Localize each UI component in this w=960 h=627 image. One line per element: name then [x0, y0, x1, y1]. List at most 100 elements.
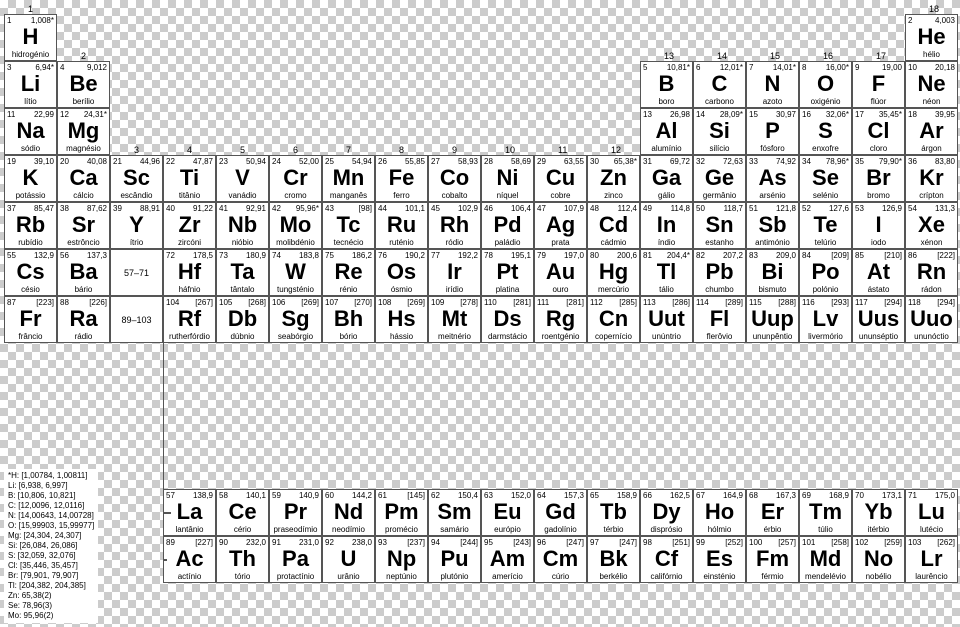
atomic-number: 86	[908, 251, 917, 260]
atomic-number: 51	[749, 204, 758, 213]
element-cell-I: 53126,9Iiodo	[852, 202, 905, 249]
element-name: cúrio	[535, 572, 586, 581]
footnote-line: Cl: [35,446, 35,457]	[8, 561, 94, 571]
element-symbol: Cu	[535, 167, 586, 189]
atomic-number: 35	[855, 157, 864, 166]
atomic-number: 27	[431, 157, 440, 166]
element-cell-Br: 3579,90*Brbromo	[852, 155, 905, 202]
element-cell-Ge: 3272,63Gegermânio	[693, 155, 746, 202]
atomic-number: 20	[60, 157, 69, 166]
element-name: disprósio	[641, 525, 692, 534]
element-cell-V: 2350,94Vvanádio	[216, 155, 269, 202]
element-name: ouro	[535, 285, 586, 294]
element-symbol: Au	[535, 261, 586, 283]
element-name: térbio	[588, 525, 639, 534]
element-cell-Zn: 3065,38*Znzinco	[587, 155, 640, 202]
element-name: néon	[906, 97, 957, 106]
element-name: magnésio	[58, 144, 109, 153]
element-cell-Rn: 86[222]Rnrádon	[905, 249, 958, 296]
element-name: neptúnio	[376, 572, 427, 581]
element-name: ástato	[853, 285, 904, 294]
atomic-number: 83	[749, 251, 758, 260]
element-cell-Hs: 108[269]Hshássio	[375, 296, 428, 343]
atomic-number: 4	[60, 63, 64, 72]
element-symbol: Ir	[429, 261, 480, 283]
element-cell-Na: 1122,99Nasódio	[4, 108, 57, 155]
atomic-mass: 126,9	[882, 204, 902, 213]
element-name: cobalto	[429, 191, 480, 200]
element-name: califórnio	[641, 572, 692, 581]
element-cell-Ra: 88[226]Rarádio	[57, 296, 110, 343]
element-symbol: Na	[5, 120, 56, 142]
group-label: 17	[876, 51, 886, 61]
element-symbol: Fr	[5, 308, 56, 330]
element-name: mendelévio	[800, 572, 851, 581]
element-name: hélio	[906, 50, 957, 59]
element-cell-Nb: 4192,91Nbnióbio	[216, 202, 269, 249]
element-cell-Ds: 110[281]Dsdarmstácio	[481, 296, 534, 343]
footnote-line: Br: [79,901, 79,907]	[8, 571, 94, 581]
atomic-number: 36	[908, 157, 917, 166]
footnote-line: Zn: 65,38(2)	[8, 591, 94, 601]
group-label: 9	[452, 145, 457, 155]
element-symbol: Rg	[535, 308, 586, 330]
element-name: nióbio	[217, 238, 268, 247]
element-symbol: He	[906, 26, 957, 48]
element-symbol: Tc	[323, 214, 374, 236]
element-symbol: Ho	[694, 501, 745, 523]
element-name: paládio	[482, 238, 533, 247]
element-cell-Sc: 2144,96Scescândio	[110, 155, 163, 202]
element-name: berílio	[58, 97, 109, 106]
element-symbol: Lv	[800, 308, 851, 330]
element-symbol: Pb	[694, 261, 745, 283]
element-cell-Sg: 106[269]Sgseabórgio	[269, 296, 322, 343]
element-symbol: Ta	[217, 261, 268, 283]
atomic-number: 68	[749, 491, 758, 500]
element-name: cobre	[535, 191, 586, 200]
element-symbol: Rh	[429, 214, 480, 236]
element-name: actínio	[164, 572, 215, 581]
atomic-number: 41	[219, 204, 228, 213]
element-name: mercúrio	[588, 285, 639, 294]
atomic-number: 5	[643, 63, 647, 72]
atomic-number: 50	[696, 204, 705, 213]
element-symbol: Ga	[641, 167, 692, 189]
atomic-number: 54	[908, 204, 917, 213]
element-symbol: Ba	[58, 261, 109, 283]
atomic-number: 40	[166, 204, 175, 213]
element-symbol: N	[747, 73, 798, 95]
element-symbol: Ac	[164, 548, 215, 570]
element-symbol: As	[747, 167, 798, 189]
group-label: 4	[187, 145, 192, 155]
element-symbol: Mg	[58, 120, 109, 142]
group-label: 2	[81, 51, 86, 61]
atomic-number: 94	[431, 538, 440, 547]
atomic-number: 45	[431, 204, 440, 213]
element-cell-O: 816,00*Ooxigénio	[799, 61, 852, 108]
element-name: frâncio	[5, 332, 56, 341]
element-name: boro	[641, 97, 692, 106]
atomic-number: 21	[113, 157, 122, 166]
element-name: laurêncio	[906, 572, 957, 581]
element-name: cádmio	[588, 238, 639, 247]
atomic-number: 59	[272, 491, 281, 500]
element-name: itérbio	[853, 525, 904, 534]
element-symbol: Re	[323, 261, 374, 283]
element-symbol: Cm	[535, 548, 586, 570]
element-cell-Cu: 2963,55Cucobre	[534, 155, 587, 202]
atomic-number: 55	[7, 251, 16, 260]
element-symbol: Es	[694, 548, 745, 570]
element-cell-Es: 99[252]Eseinsténio	[693, 536, 746, 583]
element-name: ferro	[376, 191, 427, 200]
element-name: rutherfórdio	[164, 332, 215, 341]
group-label: 1	[28, 4, 33, 14]
element-symbol: Cd	[588, 214, 639, 236]
element-symbol: Xe	[906, 214, 957, 236]
element-cell-Uuo: 118[294]Uuoununóctio	[905, 296, 958, 343]
element-cell-N: 714,01*Nazoto	[746, 61, 799, 108]
element-symbol: Mo	[270, 214, 321, 236]
element-name: tório	[217, 572, 268, 581]
element-name: estrôncio	[58, 238, 109, 247]
atomic-number: 2	[908, 16, 912, 25]
element-name: azoto	[747, 97, 798, 106]
